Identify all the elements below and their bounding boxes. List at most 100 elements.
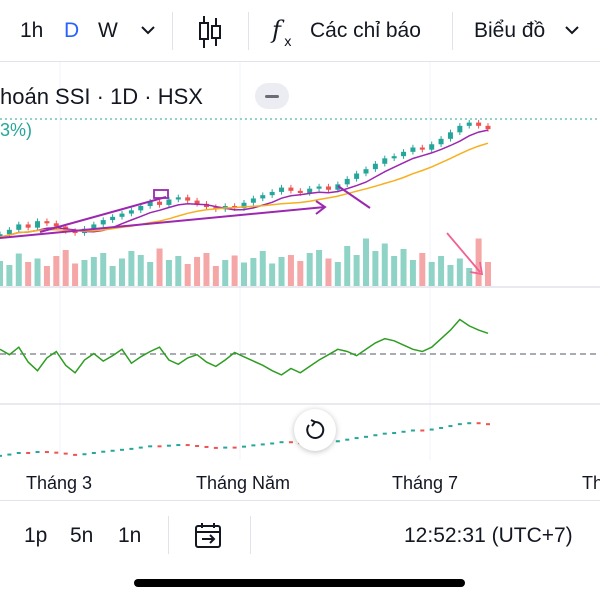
mini-candle bbox=[73, 453, 78, 456]
candle bbox=[185, 197, 191, 201]
mini-candle bbox=[467, 422, 472, 425]
volume-bar bbox=[175, 256, 182, 286]
volume-bar bbox=[90, 257, 97, 286]
mini-candle bbox=[279, 441, 284, 444]
candle bbox=[128, 210, 134, 214]
mini-candle bbox=[35, 451, 40, 454]
symbol-legend-title[interactable]: hoán SSI · 1D · HSX bbox=[0, 84, 203, 109]
volume-bar bbox=[485, 262, 491, 286]
fx-icon[interactable]: f x bbox=[270, 14, 300, 48]
candle bbox=[110, 216, 116, 221]
price-chart[interactable] bbox=[0, 0, 600, 500]
volume-bar bbox=[428, 262, 435, 286]
volume-bar bbox=[203, 253, 210, 286]
chart-menu-chevron-icon[interactable] bbox=[562, 22, 582, 38]
mini-candle bbox=[335, 440, 340, 443]
chart-menu-button[interactable]: Biểu đồ bbox=[474, 19, 546, 42]
mini-candle bbox=[185, 444, 190, 447]
volume-bar bbox=[325, 258, 332, 286]
candle bbox=[166, 199, 172, 205]
mini-candle bbox=[345, 438, 350, 441]
range-1p-button[interactable]: 1p bbox=[24, 524, 48, 547]
indicators-button[interactable]: Các chỉ báo bbox=[310, 19, 421, 42]
candle bbox=[175, 197, 181, 200]
candle bbox=[72, 230, 78, 234]
candle bbox=[44, 221, 50, 224]
candle bbox=[325, 186, 331, 190]
mini-candle bbox=[429, 428, 434, 431]
volume-bar bbox=[0, 261, 3, 286]
legend-change-percent: 3%) bbox=[0, 120, 33, 140]
candle bbox=[438, 138, 444, 145]
volume-bar bbox=[259, 251, 266, 286]
rsi-line bbox=[0, 318, 489, 376]
candle bbox=[91, 224, 97, 229]
toolbar-divider bbox=[248, 12, 249, 50]
calendar-goto-icon[interactable] bbox=[194, 522, 224, 550]
volume-bar bbox=[25, 262, 32, 286]
mini-candle bbox=[157, 445, 162, 448]
mini-candle bbox=[420, 429, 425, 432]
volume-bar bbox=[231, 255, 238, 286]
volume-bar bbox=[81, 260, 88, 286]
mini-candle bbox=[232, 446, 237, 449]
volume-bar bbox=[212, 266, 219, 286]
candle bbox=[35, 221, 41, 228]
volume-bar bbox=[53, 256, 60, 286]
mini-candle bbox=[382, 432, 387, 435]
chevron-down-icon[interactable] bbox=[138, 22, 158, 38]
mini-candle bbox=[63, 452, 68, 455]
interval-w-button[interactable]: W bbox=[98, 19, 118, 42]
volume-bar bbox=[438, 256, 445, 286]
volume-bar bbox=[156, 248, 163, 286]
interval-1h-button[interactable]: 1h bbox=[20, 19, 44, 42]
candle bbox=[119, 213, 125, 217]
candle bbox=[372, 163, 378, 170]
mini-candle bbox=[0, 454, 2, 457]
range-5n-button[interactable]: 5n bbox=[70, 524, 94, 547]
candlestick-icon[interactable] bbox=[196, 14, 224, 50]
mini-candle bbox=[176, 444, 181, 447]
mini-candle bbox=[223, 446, 228, 449]
mini-candle bbox=[101, 450, 106, 453]
volume-bar bbox=[184, 264, 191, 286]
mini-candle bbox=[457, 423, 462, 426]
volume-bar bbox=[400, 249, 407, 286]
mini-candle bbox=[129, 447, 134, 450]
candle bbox=[279, 187, 285, 192]
volume-bar bbox=[109, 266, 116, 286]
mini-candle bbox=[91, 451, 96, 454]
volume-arrow-head bbox=[469, 261, 484, 276]
ma-fast-line bbox=[0, 129, 489, 238]
mini-candle bbox=[401, 430, 406, 433]
trend-arrow-drawing bbox=[0, 206, 326, 239]
volume-bar bbox=[278, 257, 285, 286]
volume-bar bbox=[419, 253, 426, 286]
candle bbox=[485, 125, 491, 130]
volume-bar bbox=[334, 262, 341, 286]
candle bbox=[0, 234, 3, 237]
volume-bar bbox=[137, 255, 144, 286]
mini-candle bbox=[392, 432, 397, 435]
volume-bar bbox=[194, 257, 201, 286]
mini-candle bbox=[486, 423, 490, 426]
candle bbox=[241, 202, 247, 209]
interval-d-button[interactable]: D bbox=[64, 19, 80, 42]
volume-bar bbox=[363, 238, 369, 286]
candle bbox=[382, 158, 388, 164]
volume-bar bbox=[241, 262, 247, 286]
candle bbox=[203, 203, 209, 208]
range-1n-button[interactable]: 1n bbox=[118, 524, 142, 547]
clock-timezone[interactable]: 12:52:31 (UTC+7) bbox=[404, 524, 573, 547]
mini-candle bbox=[44, 451, 49, 454]
volume-bar bbox=[381, 243, 388, 286]
reset-chart-button[interactable] bbox=[294, 409, 336, 451]
candle bbox=[307, 188, 313, 193]
candle bbox=[401, 151, 407, 157]
volume-bar bbox=[222, 260, 229, 286]
mini-candle bbox=[213, 446, 218, 449]
volume-bar bbox=[72, 263, 79, 286]
volume-bar bbox=[269, 263, 276, 286]
mini-candle bbox=[288, 441, 293, 444]
legend-collapse-button[interactable] bbox=[255, 83, 289, 109]
